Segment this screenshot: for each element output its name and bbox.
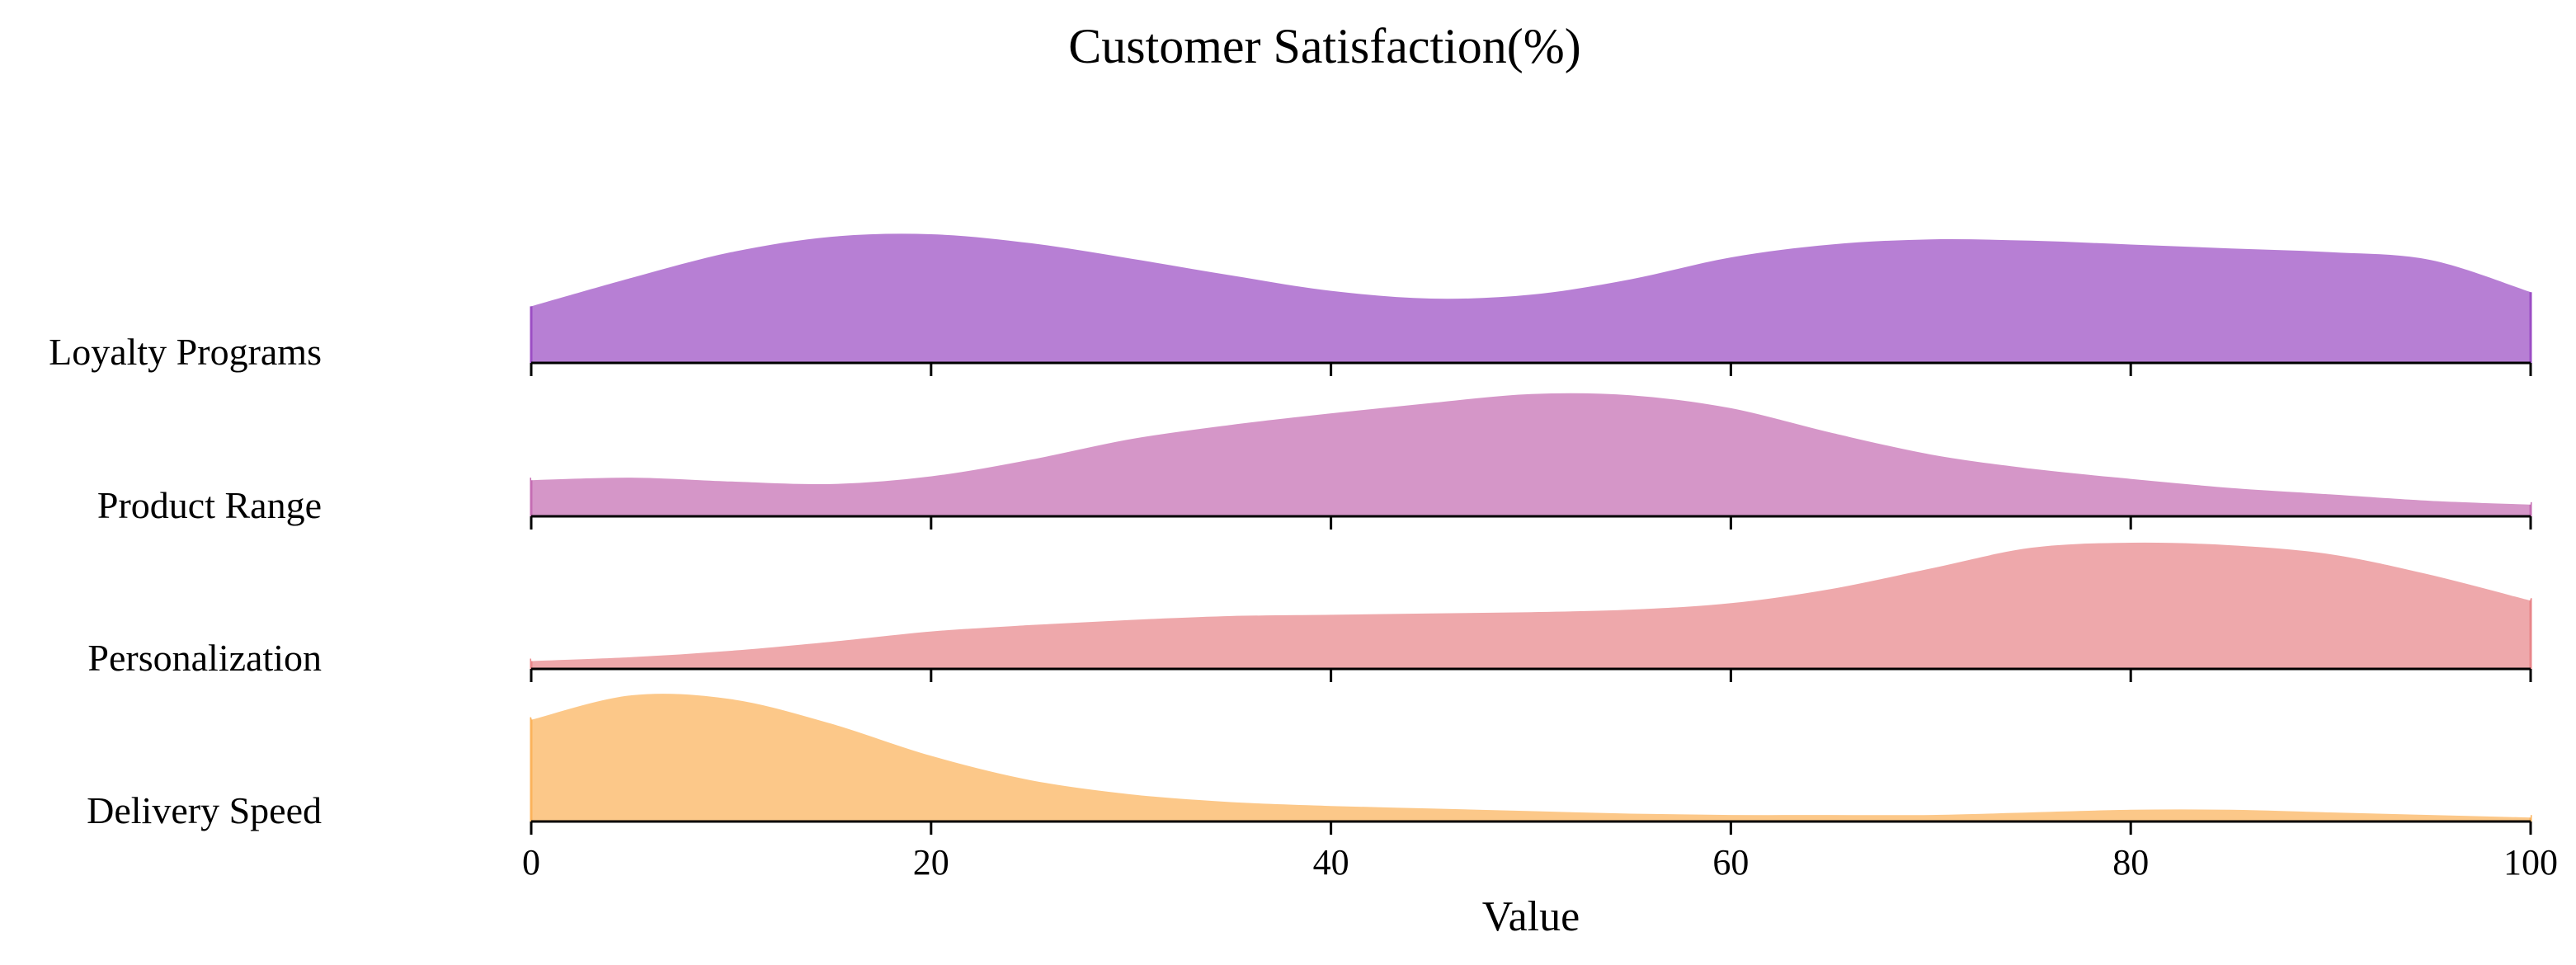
ridge-outline-product-range: [530, 388, 2531, 505]
category-labels: Loyalty Programs Product Range Personaliza…: [49, 331, 322, 831]
x-tick-label: 100: [2503, 842, 2558, 883]
category-label-delivery-speed: Delivery Speed: [87, 789, 322, 831]
x-tick-label: 60: [1712, 842, 1749, 883]
x-tick-label: 80: [2112, 842, 2149, 883]
x-tick-labels: 0 20 40 60 80 100: [522, 842, 2558, 883]
ridge-area-loyalty-programs: [531, 233, 2531, 363]
ridges: [530, 233, 2532, 821]
ridge-outline-personalization: [530, 537, 2531, 661]
category-label-product-range: Product Range: [97, 484, 322, 526]
x-tick-label: 20: [913, 842, 949, 883]
ridge-baselines: [530, 361, 2532, 835]
ridge-loyalty-programs: [530, 233, 2532, 363]
ridge-delivery-speed: [530, 689, 2532, 821]
ridge-area-personalization: [531, 539, 2531, 669]
ridge-area-delivery-speed: [531, 691, 2531, 821]
chart-title: Customer Satisfaction(%): [1068, 19, 1581, 73]
x-axis-label: Value: [1482, 893, 1580, 940]
ridge-outline-delivery-speed: [530, 689, 2531, 818]
ridge-area-product-range: [531, 390, 2531, 516]
category-label-personalization: Personalization: [87, 637, 322, 679]
category-label-loyalty-programs: Loyalty Programs: [49, 331, 322, 373]
ridge-product-range: [530, 388, 2532, 516]
x-tick-label: 0: [522, 842, 540, 883]
ridge-personalization: [530, 537, 2532, 669]
x-tick-label: 40: [1313, 842, 1349, 883]
